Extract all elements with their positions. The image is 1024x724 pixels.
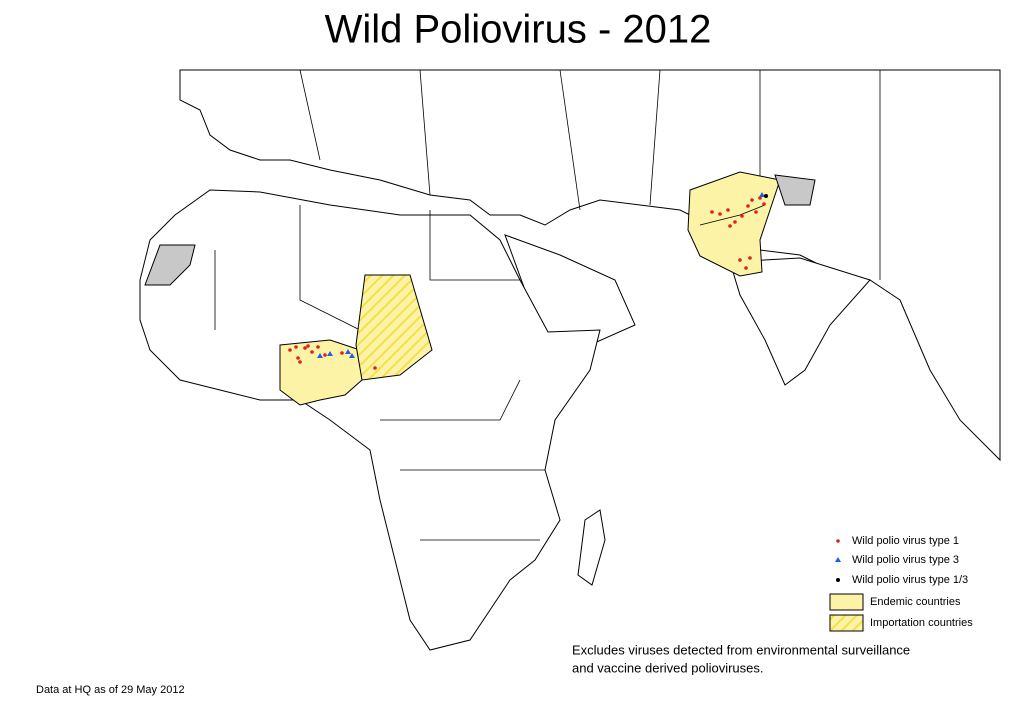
legend: Wild polio virus type 1 Wild polio virus … — [829, 535, 973, 632]
case-type-1 — [340, 351, 344, 355]
title: Wild Poliovirus - 2012 — [325, 8, 712, 52]
case-type-3 — [317, 353, 323, 358]
note: and vaccine derived polioviruses. — [572, 660, 764, 675]
case-type-1 — [758, 196, 762, 200]
chad — [355, 274, 433, 381]
case-type-1 — [762, 202, 766, 206]
legend-symbol — [829, 614, 864, 632]
legend-symbol — [836, 539, 840, 543]
case-type-1 — [710, 210, 714, 214]
case-type-1 — [294, 345, 298, 349]
case-type-1 — [733, 220, 737, 224]
case-type-1 — [306, 344, 310, 348]
legend-label: Wild polio virus type 1 — [852, 535, 959, 547]
case-type-1 — [296, 356, 300, 360]
legend-label: Importation countries — [870, 617, 973, 629]
case-type-1 — [726, 208, 730, 212]
case-type-1 — [316, 345, 320, 349]
afghanistan-pakistan — [687, 171, 781, 277]
case-type-1 — [310, 350, 314, 354]
case-type-1 — [750, 198, 754, 202]
case-type-1 — [738, 258, 742, 262]
case-type-1 — [748, 256, 752, 260]
case-type-1 — [754, 210, 758, 214]
legend-symbol — [835, 557, 841, 562]
legend-symbol — [836, 578, 840, 582]
case-type-1 — [288, 348, 292, 352]
case-type-1 — [298, 360, 302, 364]
case-type-3 — [345, 349, 351, 354]
western-sahara — [144, 244, 196, 286]
case-type-3 — [759, 192, 765, 197]
case-type-1 — [303, 346, 307, 350]
cases — [288, 192, 768, 370]
case-type-1 — [323, 353, 327, 357]
case-type-1 — [728, 224, 732, 228]
legend-label: Wild polio virus type 3 — [852, 554, 959, 566]
case-type-1 — [373, 366, 377, 370]
case-type-1 — [746, 204, 750, 208]
case-type-1 — [718, 212, 722, 216]
legend-label: Wild polio virus type 1/3 — [852, 574, 968, 586]
kashmir — [774, 174, 816, 206]
nigeria — [279, 339, 363, 406]
case-type-1 — [744, 266, 748, 270]
case-type-1-3 — [764, 194, 768, 198]
case-type-1 — [740, 214, 744, 218]
case-type-3 — [327, 351, 333, 356]
legend-symbol — [829, 593, 864, 611]
footer: Data at HQ as of 29 May 2012 — [36, 684, 185, 696]
note: Excludes viruses detected from environme… — [572, 642, 910, 657]
case-type-3 — [349, 353, 355, 358]
legend-label: Endemic countries — [870, 596, 961, 608]
basemap — [139, 69, 1001, 651]
